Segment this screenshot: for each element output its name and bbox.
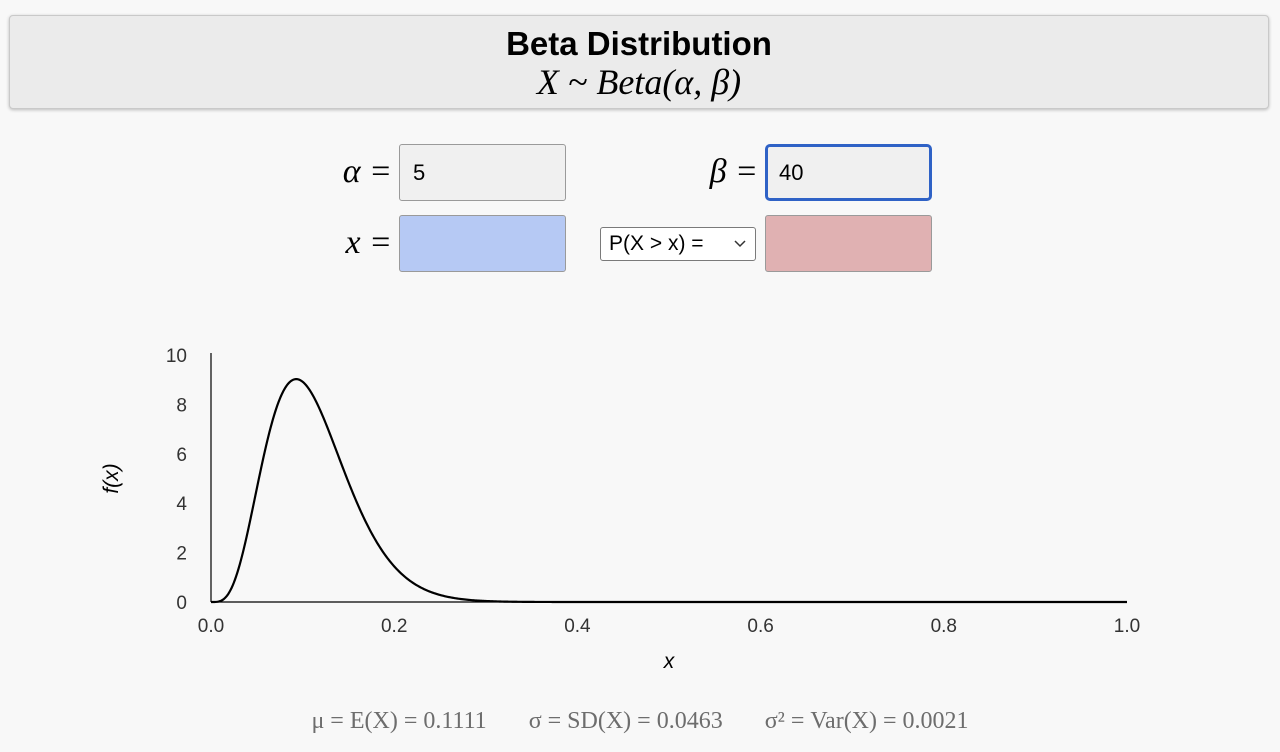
alpha-input[interactable] bbox=[399, 144, 566, 201]
density-curve bbox=[211, 378, 1127, 604]
x-axis: 0.0 0.2 0.4 0.6 0.8 1.0 bbox=[198, 601, 1140, 637]
summary-statistics: μ = E(X) = 0.1111 σ = SD(X) = 0.0463 σ² … bbox=[0, 708, 1280, 735]
mean-stat: μ = E(X) = 0.1111 bbox=[311, 708, 487, 734]
page-subtitle: X ~ Beta(α, β) bbox=[536, 62, 742, 102]
beta-label: β = bbox=[709, 153, 758, 190]
x-label: x = bbox=[345, 224, 392, 261]
probability-type-label: P(X > x) = bbox=[609, 232, 704, 255]
beta-input[interactable] bbox=[765, 144, 932, 201]
chevron-down-icon bbox=[734, 240, 746, 248]
x-tick-label: 1.0 bbox=[1114, 616, 1140, 637]
y-tick-label: 10 bbox=[166, 346, 187, 367]
x-tick-label: 0.6 bbox=[747, 616, 773, 637]
x-axis-label: x bbox=[663, 650, 676, 673]
y-tick-label: 6 bbox=[176, 445, 187, 466]
y-tick-label: 2 bbox=[176, 544, 187, 565]
sd-stat: σ = SD(X) = 0.0463 bbox=[528, 708, 723, 734]
y-tick-label: 4 bbox=[176, 494, 187, 515]
x-tick-label: 0.2 bbox=[381, 616, 407, 637]
beta-density-chart: 0 2 4 6 8 10 0.0 0.2 0.4 0.6 0.8 1.0 x f(x) bbox=[100, 346, 1140, 673]
page-header: Beta Distribution X ~ Beta(α, β) bbox=[9, 15, 1269, 109]
probability-type-select[interactable]: P(X > x) = bbox=[600, 227, 756, 261]
probability-output[interactable] bbox=[765, 215, 932, 272]
y-tick-label: 0 bbox=[176, 593, 187, 614]
variance-stat: σ² = Var(X) = 0.0021 bbox=[764, 708, 969, 734]
x-tick-label: 0.0 bbox=[198, 616, 224, 637]
x-tick-label: 0.8 bbox=[931, 616, 957, 637]
y-axis-label: f(x) bbox=[100, 463, 123, 493]
x-tick-label: 0.4 bbox=[564, 616, 591, 637]
x-input[interactable] bbox=[399, 215, 566, 272]
y-tick-label: 8 bbox=[176, 395, 187, 416]
page-title: Beta Distribution bbox=[506, 25, 772, 62]
y-axis: 0 2 4 6 8 10 bbox=[166, 346, 212, 614]
alpha-label: α = bbox=[342, 153, 392, 190]
